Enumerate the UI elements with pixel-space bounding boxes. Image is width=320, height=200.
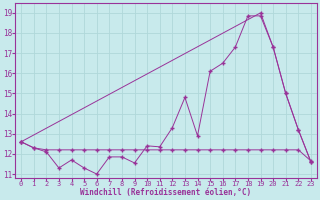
X-axis label: Windchill (Refroidissement éolien,°C): Windchill (Refroidissement éolien,°C) — [80, 188, 252, 197]
